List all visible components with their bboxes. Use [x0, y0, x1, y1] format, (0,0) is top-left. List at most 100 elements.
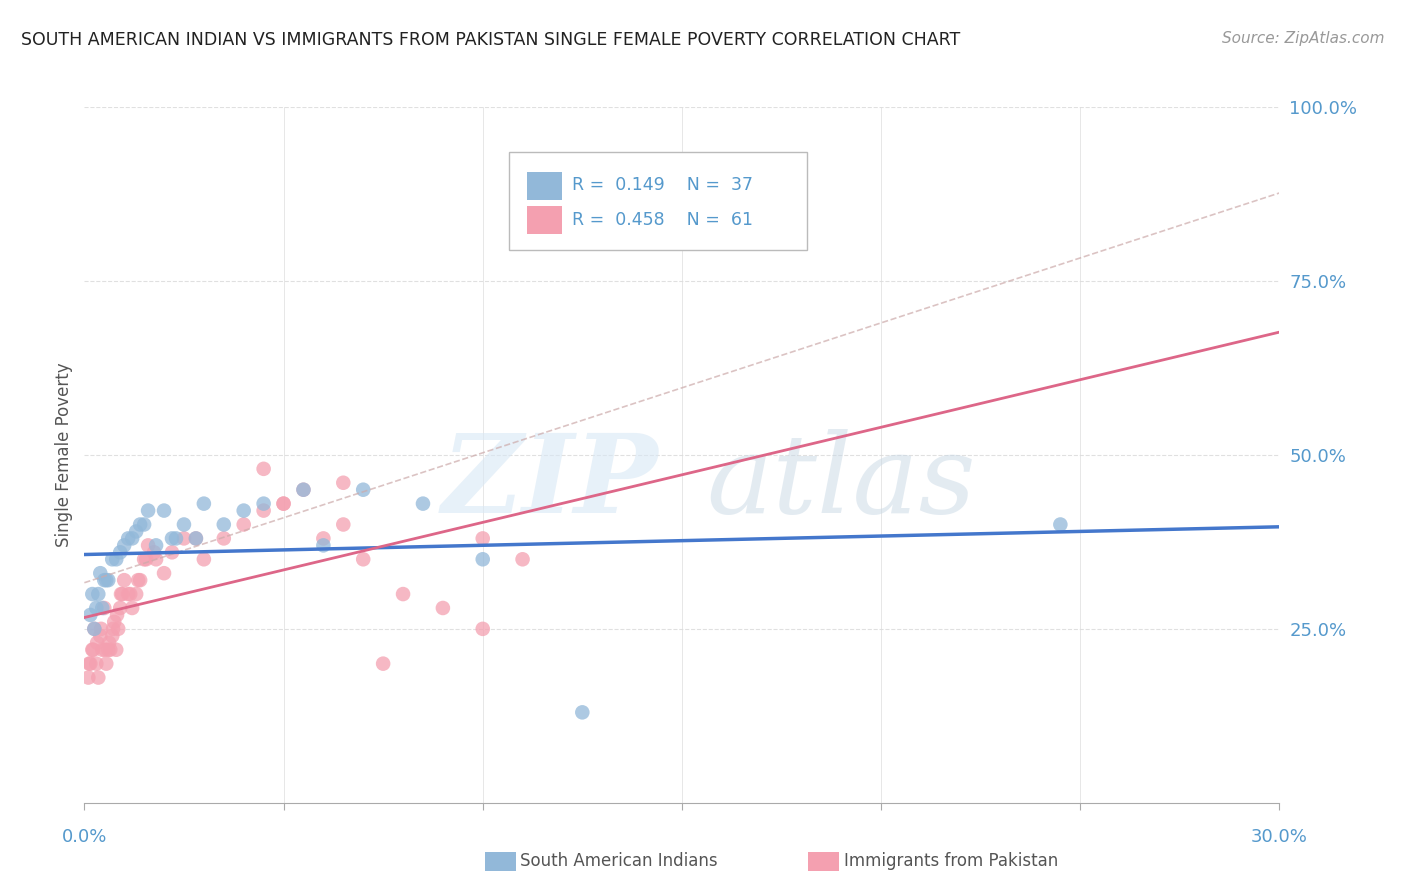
Point	[90, 622, 112, 636]
Point	[86, 657, 108, 671]
Point	[160, 545, 183, 559]
Point	[184, 532, 207, 546]
Point	[292, 483, 315, 497]
Point	[173, 517, 195, 532]
Point	[98, 636, 121, 650]
Point	[98, 642, 121, 657]
Point	[96, 657, 118, 671]
Point	[96, 573, 118, 587]
Point	[571, 706, 593, 720]
Point	[129, 517, 152, 532]
Point	[232, 503, 254, 517]
Point	[153, 566, 176, 581]
Bar	[527, 172, 562, 200]
Point	[97, 642, 120, 657]
Text: SOUTH AMERICAN INDIAN VS IMMIGRANTS FROM PAKISTAN SINGLE FEMALE POVERTY CORRELAT: SOUTH AMERICAN INDIAN VS IMMIGRANTS FROM…	[21, 31, 960, 49]
Point	[82, 642, 104, 657]
Point	[136, 538, 159, 552]
Point	[83, 622, 105, 636]
Point	[273, 497, 295, 511]
Point	[121, 532, 143, 546]
Point	[87, 671, 110, 685]
Point	[273, 497, 295, 511]
Point	[392, 587, 415, 601]
Text: atlas: atlas	[706, 429, 976, 536]
Point	[117, 532, 139, 546]
Point	[101, 552, 124, 566]
Point	[87, 587, 110, 601]
Point	[105, 552, 128, 566]
Point	[125, 587, 148, 601]
Text: Source: ZipAtlas.com: Source: ZipAtlas.com	[1222, 31, 1385, 46]
Point	[165, 532, 187, 546]
Point	[332, 475, 354, 490]
Point	[121, 601, 143, 615]
Point	[253, 462, 276, 476]
Point	[153, 503, 176, 517]
Point	[253, 497, 276, 511]
Point	[125, 524, 148, 539]
Point	[97, 573, 120, 587]
Point	[145, 538, 167, 552]
Text: South American Indians: South American Indians	[520, 852, 718, 870]
Point	[112, 573, 135, 587]
Point	[77, 671, 100, 685]
Point	[352, 552, 374, 566]
Point	[89, 629, 111, 643]
Point	[105, 607, 128, 622]
Point	[193, 552, 215, 566]
Point	[512, 552, 534, 566]
Point	[212, 517, 235, 532]
Point	[193, 497, 215, 511]
Point	[110, 587, 132, 601]
Point	[332, 517, 354, 532]
Point	[1049, 517, 1071, 532]
Point	[91, 642, 114, 657]
Point	[83, 622, 105, 636]
Point	[94, 642, 117, 657]
Point	[471, 622, 494, 636]
Point	[120, 587, 142, 601]
Point	[471, 532, 494, 546]
Point	[111, 587, 134, 601]
Point	[86, 636, 108, 650]
Point	[412, 497, 434, 511]
Text: R =  0.149    N =  37: R = 0.149 N = 37	[572, 176, 754, 194]
Point	[101, 629, 124, 643]
Text: Immigrants from Pakistan: Immigrants from Pakistan	[844, 852, 1057, 870]
Point	[232, 517, 254, 532]
Point	[184, 532, 207, 546]
Point	[93, 573, 115, 587]
Point	[93, 601, 115, 615]
Point	[79, 607, 101, 622]
Point	[110, 545, 132, 559]
Text: 30.0%: 30.0%	[1251, 828, 1308, 846]
Text: R =  0.458    N =  61: R = 0.458 N = 61	[572, 211, 754, 228]
Point	[91, 601, 114, 615]
Bar	[527, 206, 562, 234]
Point	[79, 657, 101, 671]
Point	[89, 566, 111, 581]
Text: 0.0%: 0.0%	[62, 828, 107, 846]
Point	[160, 532, 183, 546]
Point	[312, 538, 335, 552]
Point	[373, 657, 395, 671]
Point	[127, 573, 149, 587]
Point	[86, 601, 108, 615]
Point	[135, 552, 157, 566]
Point	[471, 552, 494, 566]
Point	[253, 503, 276, 517]
Point	[132, 552, 156, 566]
Y-axis label: Single Female Poverty: Single Female Poverty	[55, 363, 73, 547]
Point	[112, 538, 135, 552]
Point	[132, 517, 156, 532]
Point	[312, 532, 335, 546]
Point	[101, 622, 124, 636]
Point	[212, 532, 235, 546]
Point	[136, 503, 159, 517]
Point	[82, 587, 104, 601]
Point	[103, 615, 125, 629]
Point	[292, 483, 315, 497]
Point	[173, 532, 195, 546]
Point	[432, 601, 454, 615]
